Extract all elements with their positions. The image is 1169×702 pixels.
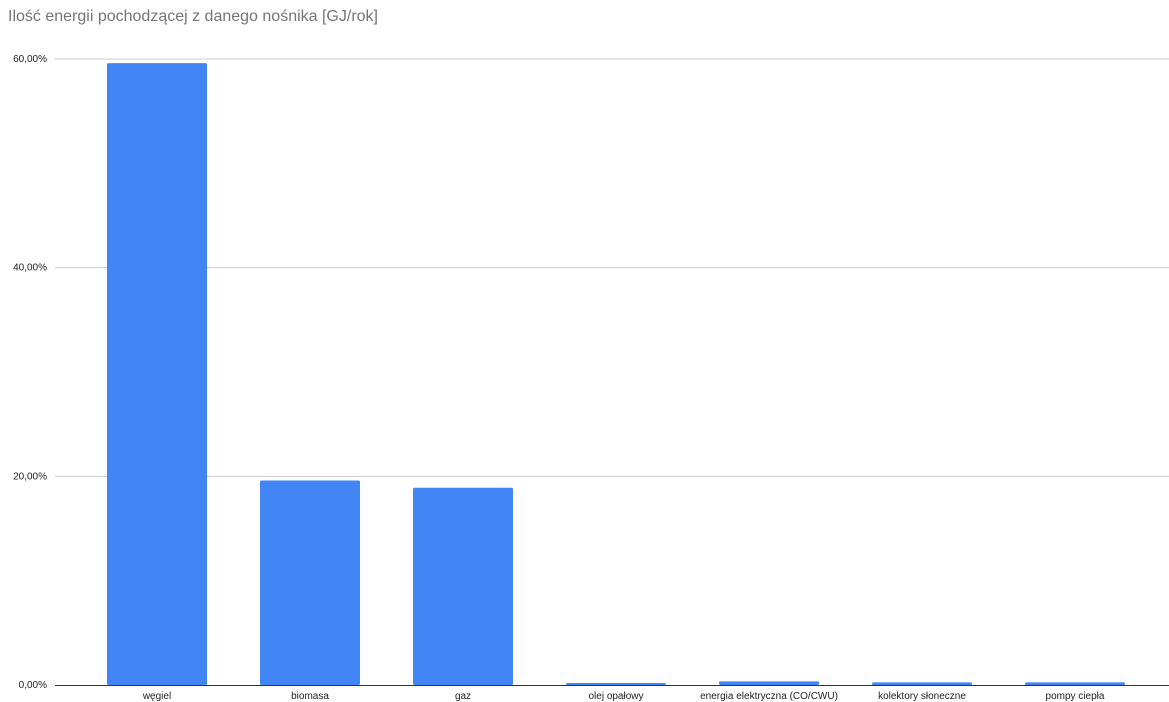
x-category-label: pompy ciepła xyxy=(1046,691,1105,702)
y-tick-label: 60,00% xyxy=(13,54,47,65)
bar[interactable] xyxy=(1025,682,1125,685)
bar[interactable] xyxy=(566,683,666,685)
bar[interactable] xyxy=(413,487,513,685)
y-axis-tick-labels: 0,00% 20,00% 40,00% 60,00% xyxy=(13,54,47,691)
x-category-label: energia elektryczna (CO/CWU) xyxy=(700,691,838,702)
x-category-label: olej opałowy xyxy=(588,691,643,702)
y-tick-label: 0,00% xyxy=(19,680,47,691)
y-tick-label: 40,00% xyxy=(13,263,47,274)
chart-title: Ilość energii pochodzącej z danego nośni… xyxy=(8,8,378,25)
bar[interactable] xyxy=(872,682,972,685)
bar[interactable] xyxy=(719,681,819,685)
bar[interactable] xyxy=(260,480,360,685)
y-tick-label: 20,00% xyxy=(13,471,47,482)
bars xyxy=(107,63,1125,685)
x-axis-category-labels: węgiel biomasa gaz olej opałowy energia elek… xyxy=(142,691,1105,702)
gridlines xyxy=(55,58,1169,477)
x-category-label: kolektory słoneczne xyxy=(878,691,966,702)
bar[interactable] xyxy=(107,63,207,685)
x-category-label: biomasa xyxy=(291,691,329,702)
x-category-label: węgiel xyxy=(142,691,171,702)
x-category-label: gaz xyxy=(455,691,471,702)
